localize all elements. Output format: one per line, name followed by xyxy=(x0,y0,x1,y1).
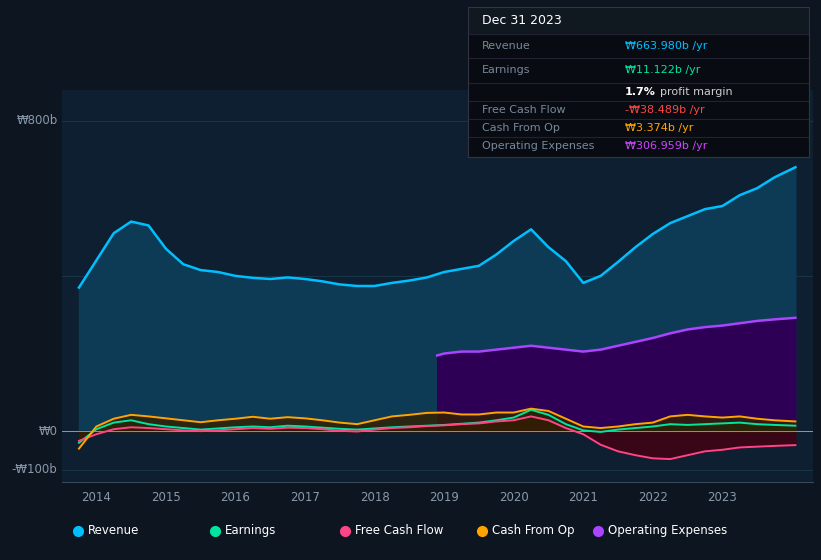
Text: ₩306.959b /yr: ₩306.959b /yr xyxy=(625,141,707,151)
Text: ₩11.122b /yr: ₩11.122b /yr xyxy=(625,65,700,74)
Text: Free Cash Flow: Free Cash Flow xyxy=(355,524,443,537)
Text: Cash From Op: Cash From Op xyxy=(482,123,559,133)
FancyBboxPatch shape xyxy=(468,7,809,34)
Text: -₩100b: -₩100b xyxy=(11,464,57,477)
Text: 1.7%: 1.7% xyxy=(625,87,656,97)
Text: ₩663.980b /yr: ₩663.980b /yr xyxy=(625,41,707,51)
Text: -₩38.489b /yr: -₩38.489b /yr xyxy=(625,105,704,115)
Text: Earnings: Earnings xyxy=(482,65,530,74)
Text: Revenue: Revenue xyxy=(88,524,140,537)
Text: Operating Expenses: Operating Expenses xyxy=(608,524,727,537)
Text: Revenue: Revenue xyxy=(482,41,530,51)
Text: Earnings: Earnings xyxy=(225,524,277,537)
Text: profit margin: profit margin xyxy=(660,87,733,97)
Text: ₩800b: ₩800b xyxy=(16,114,57,127)
Text: Dec 31 2023: Dec 31 2023 xyxy=(482,14,562,27)
Text: Free Cash Flow: Free Cash Flow xyxy=(482,105,565,115)
Text: Operating Expenses: Operating Expenses xyxy=(482,141,594,151)
Text: Cash From Op: Cash From Op xyxy=(493,524,575,537)
Text: ₩0: ₩0 xyxy=(39,424,57,438)
Text: ₩3.374b /yr: ₩3.374b /yr xyxy=(625,123,693,133)
